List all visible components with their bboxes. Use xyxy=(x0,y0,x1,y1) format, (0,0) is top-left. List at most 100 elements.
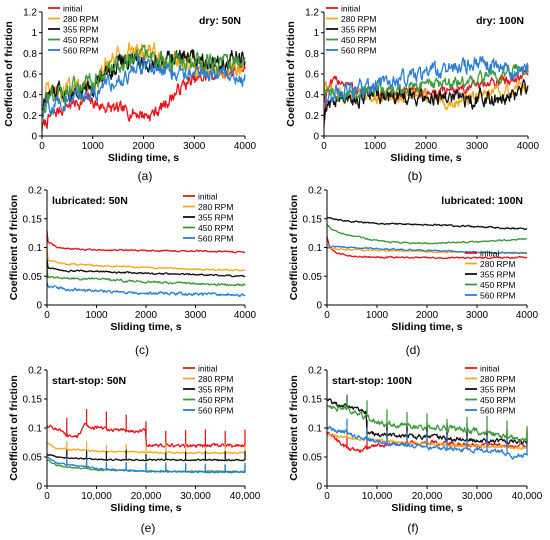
y-tick-label: 0.8 xyxy=(305,49,319,60)
x-axis-label: Sliding time, s xyxy=(391,502,462,514)
y-tick-label: 1.2 xyxy=(305,8,319,19)
series-line-560-rpm xyxy=(41,55,246,119)
panel-annotation: start-stop: 100N xyxy=(332,375,412,387)
series-line-355-rpm xyxy=(326,216,528,231)
y-axis-label: Coefficient of friction xyxy=(288,195,300,301)
panel-annotation: lubricated: 100N xyxy=(441,195,523,207)
y-axis-label: Coefficient of friction xyxy=(3,21,15,127)
x-tick-label: 4000 xyxy=(516,310,539,321)
y-tick-label: 0.1 xyxy=(28,424,42,435)
chart-panel-c: 0 0.05 0.1 0.15 0.2 0 1000 2000 3000 4000 Sliding … xyxy=(8,186,257,358)
chart-panel-a: 0 0.2 0.4 0.6 0.8 1 1.2 0 1000 2000 3000 4000 Slidin… xyxy=(3,4,257,184)
legend-label: 560 RPM xyxy=(480,406,515,416)
x-tick-label: 2000 xyxy=(132,141,155,152)
y-tick-label: 0.1 xyxy=(308,424,322,435)
x-tick-label: 2000 xyxy=(416,310,439,321)
panel-caption: (b) xyxy=(408,169,423,183)
legend-label: initial xyxy=(63,4,82,14)
y-tick-label: 0 xyxy=(316,301,322,312)
legend-label: 450 RPM xyxy=(480,395,515,405)
legend-label: 450 RPM xyxy=(480,280,515,290)
x-tick-label: 40,000 xyxy=(230,491,261,502)
legend-label: 450 RPM xyxy=(198,223,233,233)
x-tick-label: 2000 xyxy=(135,310,158,321)
y-tick-label: 0 xyxy=(36,301,42,312)
panel-annotation: lubricated: 50N xyxy=(52,195,128,207)
legend-label: 355 RPM xyxy=(341,25,376,35)
legend-label: 450 RPM xyxy=(198,395,233,405)
x-tick-label: 10,000 xyxy=(81,491,112,502)
legend-label: initial xyxy=(480,249,499,259)
series-line-560-rpm xyxy=(46,282,246,298)
chart-panel-d: 0 0.05 0.1 0.15 0.2 0 1000 2000 3000 4000 Sliding … xyxy=(288,186,539,358)
series-line-355-rpm xyxy=(323,79,529,121)
x-axis-label: Sliding time, s xyxy=(110,321,181,333)
x-tick-label: 30,000 xyxy=(462,491,493,502)
series-line-450-rpm xyxy=(323,63,529,102)
legend-label: 355 RPM xyxy=(198,213,233,223)
legend-label: 280 RPM xyxy=(480,259,515,269)
y-tick-label: 0.2 xyxy=(305,111,319,122)
legend-label: 280 RPM xyxy=(63,14,98,24)
y-tick-label: 0.05 xyxy=(23,272,43,283)
x-tick-label: 3000 xyxy=(184,310,207,321)
series-line-initial xyxy=(326,236,528,260)
y-tick-label: 0 xyxy=(316,482,322,493)
panel-annotation: dry: 50N xyxy=(199,15,241,27)
series-line-450-rpm xyxy=(326,394,528,444)
x-tick-label: 3000 xyxy=(466,310,489,321)
y-tick-label: 0 xyxy=(31,132,37,143)
chart-panel-f: 0 0.05 0.1 0.15 0.2 0 10,000 20,000 30,000 40,000… xyxy=(288,364,543,536)
y-tick-label: 0.6 xyxy=(305,70,319,81)
panel-caption: (e) xyxy=(141,521,156,535)
panel-annotation: start-stop: 50N xyxy=(52,375,126,387)
x-tick-label: 0 xyxy=(39,141,45,152)
legend-label: initial xyxy=(480,364,499,374)
panel-caption: (f) xyxy=(407,521,418,535)
y-tick-label: 0.8 xyxy=(23,49,37,60)
series-line-355-rpm xyxy=(46,449,246,462)
y-axis-label: Coefficient of friction xyxy=(8,375,20,481)
series-line-280-rpm xyxy=(46,247,246,272)
y-tick-label: 0.05 xyxy=(23,453,43,464)
legend-label: 355 RPM xyxy=(480,385,515,395)
y-tick-label: 0 xyxy=(313,132,319,143)
x-tick-label: 4000 xyxy=(517,141,540,152)
x-tick-label: 4000 xyxy=(234,310,257,321)
series-line-initial xyxy=(46,230,246,254)
y-tick-label: 0 xyxy=(36,482,42,493)
x-tick-label: 3000 xyxy=(466,141,489,152)
series-line-560-rpm xyxy=(323,55,529,104)
y-tick-label: 0.2 xyxy=(28,186,42,197)
y-axis-label: Coefficient of friction xyxy=(8,195,20,301)
series-line-initial xyxy=(46,408,246,449)
legend-label: 450 RPM xyxy=(341,35,376,45)
series-line-560-rpm xyxy=(46,456,246,474)
legend-label: 280 RPM xyxy=(198,202,233,212)
legend-label: 355 RPM xyxy=(198,385,233,395)
series-line-560-rpm xyxy=(326,245,528,255)
x-axis-label: Sliding time, s xyxy=(108,152,179,164)
y-tick-label: 1 xyxy=(313,28,319,39)
x-tick-label: 10,000 xyxy=(362,491,393,502)
y-tick-label: 0.2 xyxy=(28,366,42,377)
x-tick-label: 3000 xyxy=(183,141,206,152)
legend-label: 280 RPM xyxy=(198,374,233,384)
x-tick-label: 20,000 xyxy=(412,491,443,502)
y-tick-label: 0.4 xyxy=(23,90,37,101)
y-tick-label: 0.2 xyxy=(23,111,37,122)
series-line-560-rpm xyxy=(326,418,528,460)
legend-label: 355 RPM xyxy=(480,270,515,280)
legend-label: 450 RPM xyxy=(63,35,98,45)
panel-caption: (c) xyxy=(135,343,149,357)
y-axis-label: Coefficient of friction xyxy=(285,21,297,127)
legend-label: initial xyxy=(198,364,217,374)
y-axis-label: Coefficient of friction xyxy=(288,375,300,481)
series-line-355-rpm xyxy=(46,259,246,278)
x-tick-label: 1000 xyxy=(364,141,387,152)
legend-label: 560 RPM xyxy=(63,46,98,56)
